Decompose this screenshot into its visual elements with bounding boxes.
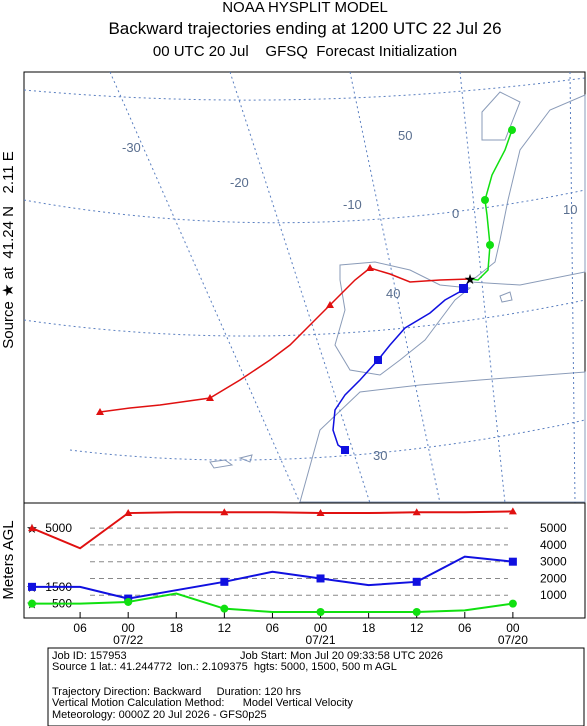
map-label: -30 — [122, 140, 141, 155]
footer-line: Job Start: Mon Jul 20 09:33:58 UTC 2026 — [240, 650, 443, 662]
map-label: 10 — [563, 202, 577, 217]
map-label: -20 — [230, 175, 249, 190]
x-tick-label: 00 — [314, 621, 328, 635]
marker — [508, 507, 517, 515]
map-label: 50 — [398, 128, 412, 143]
marker — [412, 508, 421, 516]
footer-line: Trajectory Direction: Backward Duration:… — [52, 686, 302, 698]
footer: Job ID: 157953 Job Start: Mon Jul 20 09:3… — [47, 647, 585, 726]
marker — [124, 597, 133, 606]
footer-line: Vertical Motion Calculation Method: Mode… — [52, 697, 353, 709]
map-label: -10 — [343, 197, 362, 212]
footer-line: Job ID: 157953 — [52, 650, 127, 662]
map-label: 40 — [386, 286, 400, 301]
marker — [220, 508, 229, 516]
land — [209, 91, 586, 503]
footer-line: Meteorology: 0000Z 20 Jul 2026 - GFS0p25 — [52, 709, 267, 721]
map-labels: -30 -20 -10 0 10 50 40 30 — [122, 128, 577, 463]
panel-frame — [23, 502, 586, 619]
height-panel: 100020003000400050005000★1500★500★060018… — [23, 502, 586, 647]
height-line — [32, 555, 513, 600]
marker — [28, 582, 37, 591]
marker — [124, 509, 133, 517]
x-tick-label: 12 — [218, 621, 232, 635]
marker — [316, 509, 325, 517]
x-tick-label: 12 — [410, 621, 424, 635]
footer-line: Source 1 lat.: 41.244772 lon.: 2.109375 … — [52, 661, 397, 673]
x-tick-label: 00 — [122, 621, 136, 635]
marker — [316, 608, 325, 616]
x-date-label: 07/20 — [498, 633, 528, 647]
height-line — [32, 592, 514, 613]
x-tick-label: 18 — [170, 621, 184, 635]
marker — [28, 524, 37, 532]
y-axis-label: Meters AGL — [0, 520, 17, 599]
trajectory-5000 — [99, 267, 471, 413]
marker — [508, 557, 517, 566]
source-star: ★ — [464, 271, 477, 287]
marker — [412, 577, 421, 586]
marker — [508, 599, 517, 608]
source-label: Source ★ at 41.24 N 2.11 E — [0, 151, 17, 348]
marker — [28, 599, 37, 608]
y-tick-label: 3000 — [540, 555, 567, 569]
y-tick-label: 2000 — [540, 571, 567, 585]
marker — [220, 577, 229, 586]
x-date-label: 07/22 — [113, 633, 143, 647]
map: ★ -30 -20 -10 0 10 50 40 30 — [23, 71, 586, 504]
y-tick-label: 1000 — [540, 588, 567, 602]
x-tick-label: 00 — [506, 621, 520, 635]
map-label: 30 — [373, 448, 387, 463]
map-label: 0 — [452, 206, 459, 221]
y-tick-label: 5000 — [540, 521, 567, 535]
x-tick-label: 18 — [362, 621, 376, 635]
marker — [316, 574, 325, 583]
title: Backward trajectories ending at 1200 UTC… — [108, 19, 501, 38]
x-tick-label: 06 — [266, 621, 280, 635]
marker — [412, 608, 421, 616]
x-date-label: 07/21 — [306, 633, 336, 647]
footer-frame — [47, 647, 585, 726]
x-tick-label: 06 — [73, 621, 87, 635]
graticule — [23, 71, 586, 504]
map-frame — [23, 71, 586, 504]
trajectory-500 — [469, 129, 513, 281]
y-tick-label: 4000 — [540, 538, 567, 552]
x-tick-label: 06 — [458, 621, 472, 635]
start-height-label: 5000 — [45, 521, 72, 535]
subtitle: 00 UTC 20 Jul GFSQ Forecast Initializati… — [153, 43, 457, 60]
trajectories: ★ — [96, 126, 516, 454]
marker — [220, 604, 229, 613]
height-line — [31, 510, 513, 550]
model-title: NOAA HYSPLIT MODEL — [222, 0, 388, 16]
